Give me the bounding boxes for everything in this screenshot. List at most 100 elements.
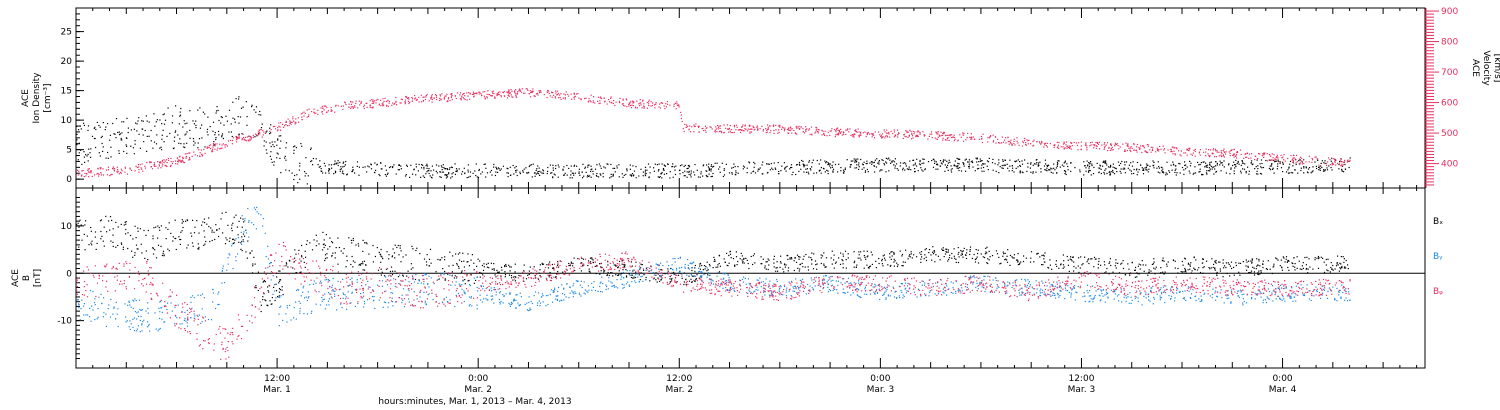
data-point xyxy=(506,91,508,93)
data-point xyxy=(618,273,620,276)
data-point xyxy=(125,144,127,146)
data-point xyxy=(466,99,468,101)
data-point xyxy=(693,171,695,173)
data-point xyxy=(600,270,602,272)
data-point xyxy=(324,165,326,167)
data-point xyxy=(916,165,918,167)
data-point xyxy=(559,260,561,262)
data-point xyxy=(1063,266,1065,268)
data-point xyxy=(1320,256,1322,258)
data-point xyxy=(863,267,865,269)
data-point xyxy=(572,172,574,174)
data-point xyxy=(418,96,420,98)
data-point xyxy=(1073,265,1075,268)
data-point xyxy=(494,274,496,276)
data-point xyxy=(1214,269,1216,271)
data-point xyxy=(709,126,711,128)
data-point xyxy=(697,125,699,127)
data-point xyxy=(802,258,804,260)
data-point xyxy=(400,168,402,170)
data-point xyxy=(453,277,455,279)
data-point xyxy=(1337,264,1339,266)
data-point xyxy=(198,246,200,248)
data-point xyxy=(167,107,169,109)
data-point xyxy=(727,128,729,130)
data-point xyxy=(90,170,92,172)
data-point xyxy=(129,167,131,169)
data-point xyxy=(278,288,281,290)
data-point xyxy=(1112,271,1114,273)
data-point xyxy=(893,131,896,133)
data-point xyxy=(247,139,249,141)
data-point xyxy=(1094,145,1096,147)
data-point xyxy=(100,238,102,240)
data-point xyxy=(206,223,208,225)
data-point xyxy=(887,158,889,160)
data-point xyxy=(1306,267,1308,270)
data-point xyxy=(1007,136,1009,138)
data-point xyxy=(462,94,464,96)
data-point xyxy=(372,100,374,103)
data-point xyxy=(987,141,989,143)
data-point xyxy=(1219,261,1221,263)
data-point xyxy=(761,263,763,265)
data-point xyxy=(642,100,644,102)
data-point xyxy=(1065,173,1067,176)
data-point xyxy=(875,267,877,269)
data-point xyxy=(1277,163,1279,165)
data-point xyxy=(704,129,706,131)
data-point xyxy=(1109,172,1111,174)
data-point xyxy=(688,173,690,176)
data-point xyxy=(228,131,230,133)
data-point xyxy=(1112,163,1114,165)
data-point xyxy=(1109,149,1111,151)
data-point xyxy=(1075,267,1077,269)
data-point xyxy=(1056,172,1058,174)
data-point xyxy=(500,276,502,278)
data-point xyxy=(514,276,516,278)
data-point xyxy=(174,136,176,138)
data-point xyxy=(570,165,572,167)
data-point xyxy=(153,141,156,143)
data-point xyxy=(770,130,772,132)
data-point xyxy=(1277,165,1279,167)
data-point xyxy=(1135,149,1137,151)
data-point xyxy=(1190,153,1192,155)
data-point xyxy=(1186,166,1188,168)
data-point xyxy=(1119,146,1121,148)
data-point xyxy=(589,271,591,273)
data-point xyxy=(1136,161,1139,164)
data-point xyxy=(942,132,944,135)
data-point xyxy=(273,286,275,288)
data-point xyxy=(382,98,384,100)
data-point xyxy=(136,166,138,168)
data-point xyxy=(262,134,264,136)
data-point xyxy=(1128,268,1130,270)
data-point xyxy=(202,111,204,113)
data-point xyxy=(904,261,906,263)
data-point xyxy=(267,304,269,307)
data-point xyxy=(1050,171,1052,173)
data-point xyxy=(107,166,110,168)
data-point xyxy=(1233,153,1236,155)
data-point xyxy=(850,134,852,136)
data-point xyxy=(119,133,121,135)
data-point xyxy=(1104,169,1106,171)
data-point xyxy=(921,256,923,258)
data-point xyxy=(492,92,494,94)
data-point xyxy=(1339,162,1341,164)
data-point xyxy=(1038,162,1040,164)
data-point xyxy=(939,160,942,162)
data-point xyxy=(1209,162,1211,164)
data-point xyxy=(292,267,294,269)
data-point xyxy=(249,252,251,254)
data-point xyxy=(852,134,854,136)
data-point xyxy=(986,252,988,254)
data-point xyxy=(590,94,592,96)
data-point xyxy=(157,244,160,246)
data-point xyxy=(962,132,964,134)
data-point xyxy=(1030,251,1033,253)
data-point xyxy=(79,173,81,175)
data-point xyxy=(1103,148,1105,150)
data-point xyxy=(901,255,903,257)
